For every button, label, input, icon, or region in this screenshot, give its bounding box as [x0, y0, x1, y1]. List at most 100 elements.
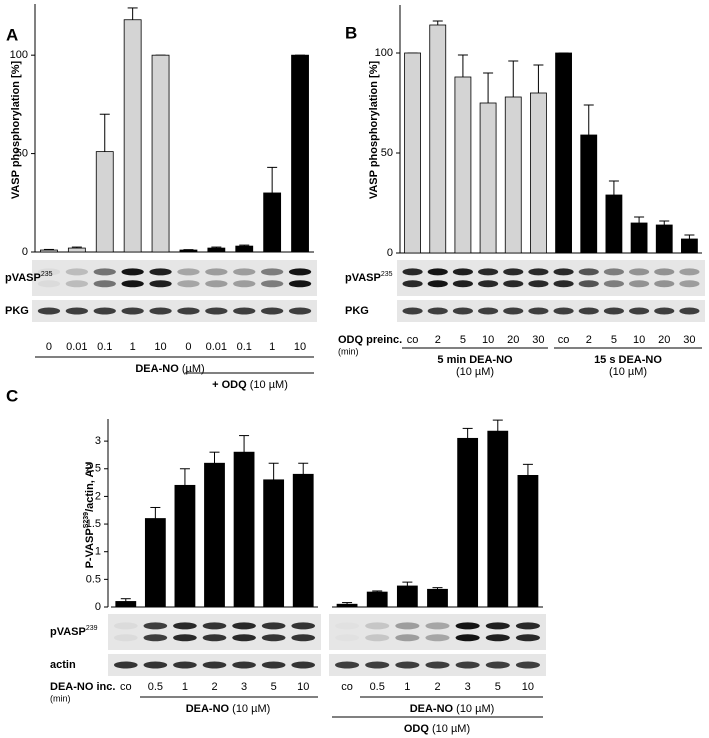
- bar: [174, 484, 196, 608]
- blot-band: [205, 307, 228, 315]
- blot-band: [603, 280, 624, 288]
- blot-band: [629, 268, 650, 276]
- blot-band: [143, 634, 168, 642]
- blot: [329, 614, 546, 650]
- blot-band: [232, 622, 256, 630]
- y-axis-label-part: /actin, AU: [84, 462, 96, 512]
- blot-band: [654, 307, 675, 315]
- bar: [204, 462, 225, 608]
- group-label-part: ODQ: [404, 723, 430, 735]
- blot-band: [173, 622, 197, 630]
- bar: [479, 102, 497, 254]
- bar: [504, 96, 522, 254]
- blot-band: [452, 307, 473, 315]
- blot-band: [395, 634, 420, 642]
- x-tick-label: 10: [633, 334, 645, 346]
- blot-band: [478, 307, 499, 315]
- bar: [454, 76, 472, 254]
- group-label-part: (10 µM): [432, 723, 470, 735]
- blot-band: [629, 280, 650, 288]
- blot-band: [395, 622, 420, 630]
- blot: [32, 260, 317, 296]
- blot-band: [288, 307, 312, 315]
- blot-label-part: 235: [41, 271, 53, 278]
- bar: [95, 151, 114, 253]
- blot-band: [425, 622, 450, 630]
- blot-band: [288, 268, 312, 276]
- bar: [487, 430, 509, 608]
- y-axis-label: VASP phosphorylation [%]: [368, 61, 380, 200]
- blot-band: [452, 268, 473, 276]
- blot-band: [232, 661, 256, 669]
- blot-band: [65, 280, 89, 288]
- y-tick-label: 50: [16, 147, 28, 159]
- bar: [605, 194, 623, 254]
- x-tick-label: 10: [482, 334, 494, 346]
- bar: [263, 479, 285, 608]
- bar: [151, 54, 170, 253]
- blot-band: [113, 661, 138, 669]
- blot-label-part: actin: [50, 659, 76, 671]
- blot-band: [679, 307, 700, 315]
- x-axis-unit: (min): [50, 693, 71, 703]
- blot-band: [261, 622, 286, 630]
- blot-band: [291, 634, 316, 642]
- blot-band: [335, 634, 359, 641]
- blot-band: [205, 280, 228, 288]
- x-tick-label: 20: [507, 334, 519, 346]
- blot-band: [202, 661, 227, 669]
- x-tick-label: 0.1: [237, 341, 252, 353]
- group-unit: (10 µM): [456, 366, 494, 378]
- x-tick-label: 0.5: [370, 681, 385, 693]
- blot-band: [37, 268, 61, 276]
- blot-band: [578, 268, 599, 276]
- blot-label: pVASP239: [50, 625, 98, 638]
- bar: [681, 238, 698, 254]
- bar: [336, 603, 358, 608]
- blot-band: [260, 307, 284, 315]
- blot-band: [113, 634, 138, 642]
- blot-band: [177, 268, 200, 276]
- x-tick-label: 1: [269, 341, 275, 353]
- blot-band: [578, 280, 599, 288]
- group-label: 5 min DEA-NO: [437, 354, 513, 366]
- blot-band: [202, 634, 227, 642]
- blot-band: [402, 307, 423, 315]
- blot: [397, 260, 705, 296]
- y-tick-label: 2.5: [86, 463, 101, 475]
- blot-band: [233, 280, 256, 288]
- blot-band: [173, 634, 197, 642]
- group-label: DEA-NO (10 µM): [410, 703, 495, 715]
- blot-band: [425, 661, 450, 669]
- blot-band: [452, 280, 473, 288]
- x-tick-label: 10: [297, 681, 309, 693]
- bar: [144, 518, 166, 608]
- blot-label: PKG: [345, 305, 369, 317]
- blot-band: [93, 307, 116, 315]
- y-tick-label: 50: [381, 147, 393, 159]
- blot-band: [291, 661, 316, 669]
- x-axis-label: ODQ preinc.: [338, 334, 402, 346]
- blot-band: [365, 661, 390, 669]
- blot-band: [679, 268, 700, 276]
- y-axis-label-part: VASP phosphorylation [%]: [10, 61, 22, 200]
- blot-band: [515, 622, 540, 630]
- blot-band: [553, 268, 574, 276]
- blot-band: [455, 661, 480, 669]
- bar: [517, 474, 539, 608]
- blot-band: [603, 307, 624, 315]
- x-tick-label: 3: [241, 681, 247, 693]
- blot-band: [143, 622, 168, 630]
- blot-band: [65, 268, 89, 276]
- blot-band: [177, 280, 200, 288]
- x-tick-label: 0: [46, 341, 52, 353]
- blot-band: [528, 280, 549, 288]
- blot-band: [365, 634, 390, 642]
- x-tick-label: co: [558, 334, 570, 346]
- blot-band: [515, 634, 540, 642]
- group-label-part: (10 µM): [232, 703, 270, 715]
- blot-band: [425, 634, 450, 642]
- y-tick-label: 1: [95, 546, 101, 558]
- group-label: 15 s DEA-NO: [594, 354, 662, 366]
